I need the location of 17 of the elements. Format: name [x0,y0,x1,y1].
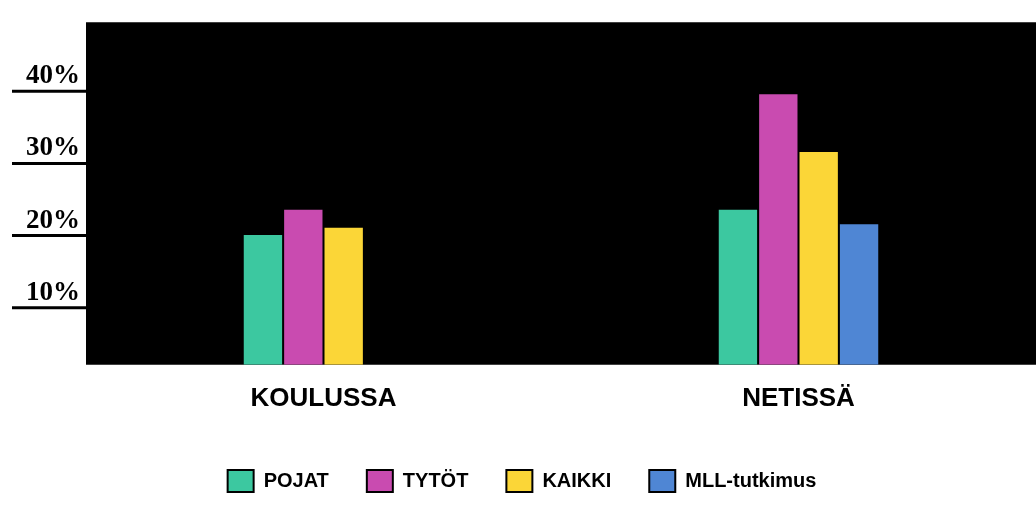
x-tick-label: NETISSÄ [742,381,856,412]
bar [324,227,363,365]
x-tick-label: KOULUSSA [250,381,397,412]
bar [243,234,283,365]
legend-label: KAIKKI [542,468,612,491]
legend-label: POJAT [263,468,329,491]
legend-label: TYTÖT [402,468,469,491]
y-tick-label: 40% [26,59,80,90]
bar [799,152,838,365]
bar [839,224,879,365]
y-tick-label: 10% [26,275,80,306]
legend-label: MLL-tutkimus [685,468,817,491]
bar [759,94,798,365]
y-tick-label: 20% [26,203,80,234]
bar [284,209,323,365]
y-tick-label: 30% [26,131,80,162]
bar [718,209,758,365]
